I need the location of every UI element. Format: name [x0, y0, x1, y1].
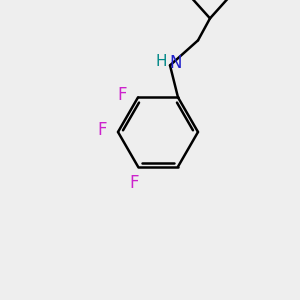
Text: N: N [170, 54, 182, 72]
Text: H: H [155, 54, 167, 69]
Text: F: F [97, 121, 107, 139]
Text: F: F [117, 86, 127, 104]
Text: F: F [129, 174, 139, 192]
